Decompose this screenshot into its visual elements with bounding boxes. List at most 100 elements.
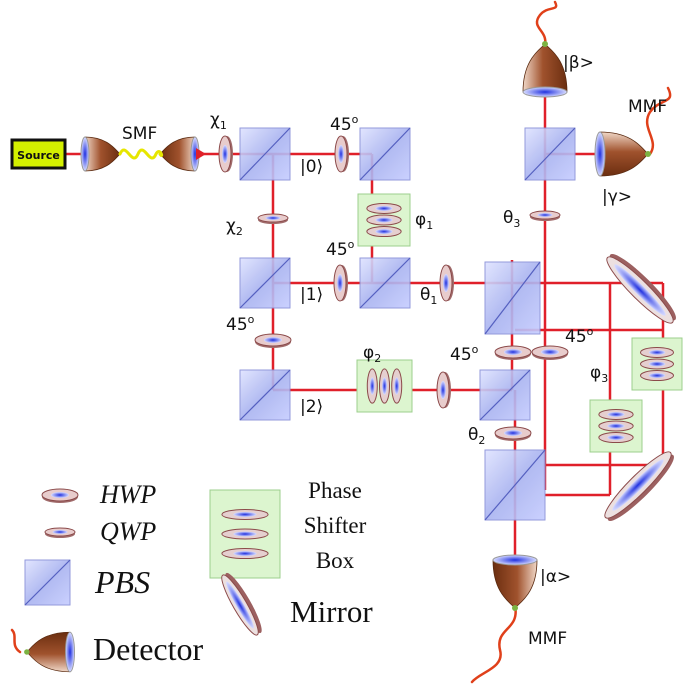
wave-plate-core [338, 145, 344, 163]
pbs-diagonal [484, 261, 541, 335]
component-label: |γ> [602, 187, 632, 207]
coupler-body [84, 136, 121, 172]
wave-plate-core [504, 430, 522, 436]
detector-tip [542, 41, 548, 47]
pbs-diagonal [239, 369, 291, 421]
wave-plate-core [222, 145, 228, 163]
detector-tip [645, 151, 651, 157]
pbs-diagonal [239, 257, 291, 309]
fiber-label: SMF [122, 124, 157, 144]
wave-plate-core [52, 530, 68, 534]
component-label: φ1 [415, 210, 433, 232]
phase-plate-core [233, 531, 257, 537]
detector [492, 554, 538, 611]
phase-plate-core [382, 377, 387, 395]
component-label: |α> [540, 567, 571, 587]
detector-window [594, 131, 606, 177]
component-label: |β> [563, 53, 594, 73]
label-superscript: o [587, 325, 594, 338]
component-label: 45o [330, 113, 359, 135]
detector-body [599, 131, 649, 177]
label-subscript: 3 [513, 217, 520, 230]
legend-phase-box: Shifter [304, 513, 367, 538]
phase-plate-core [607, 411, 625, 417]
fiber-label: MMF [528, 629, 567, 649]
pbs-diagonal [479, 369, 531, 421]
label-subscript: 3 [601, 372, 608, 385]
wave-plate-core [265, 216, 281, 220]
fiber-coupler [159, 136, 200, 172]
wave-plate-core [337, 274, 343, 292]
phase-plate-core [607, 423, 625, 429]
coupler-body [159, 136, 196, 172]
label-superscript: o [472, 343, 479, 356]
label-superscript: o [348, 238, 355, 251]
wave-plate-core [51, 492, 69, 498]
label-text: θ [503, 208, 513, 228]
label-text: |0⟩ [300, 157, 323, 177]
fiber [645, 86, 672, 156]
label-subscript: 1 [220, 119, 227, 132]
wave-plate-core [541, 349, 559, 355]
label-text: φ [590, 363, 601, 383]
mirror-surface [612, 459, 664, 511]
component-label: |2⟩ [300, 397, 323, 417]
phase-plate-core [233, 511, 257, 517]
pbs-diagonal [359, 127, 411, 181]
pbs-diagonal [359, 257, 411, 309]
label-text: θ [468, 425, 478, 445]
label-text: |β> [563, 53, 594, 73]
label-text: χ [226, 216, 236, 236]
label-text: 45 [330, 115, 352, 135]
label-superscript: o [248, 313, 255, 326]
component-label: χ1 [210, 110, 227, 132]
pbs-diagonal [24, 559, 71, 606]
pbs-diagonal [484, 449, 546, 521]
label-superscript: o [352, 113, 359, 126]
label-text: 45 [226, 315, 248, 335]
label-text: |2⟩ [300, 397, 323, 417]
detector-window [522, 86, 568, 98]
phase-plate-core [369, 377, 375, 395]
mirror-surface [226, 581, 254, 629]
wave-plate-core [504, 349, 522, 355]
detector-window [492, 554, 538, 566]
optical-components [80, 0, 683, 684]
fiber-coupler [80, 136, 121, 172]
detector-window [65, 631, 75, 673]
phase-plate-core [394, 377, 400, 395]
detector-body [522, 43, 568, 93]
detector-tip [512, 605, 518, 611]
phase-plate-core [648, 349, 666, 355]
detector-body [492, 559, 538, 609]
phase-plate-core [648, 361, 666, 367]
component-label: 45o [326, 238, 355, 260]
component-label: χ2 [226, 216, 243, 238]
wave-plate-core [537, 213, 553, 217]
legend-mirror: Mirror [290, 594, 373, 629]
phase-plate-core [648, 373, 666, 379]
label-text: θ [420, 285, 430, 305]
fiber [535, 0, 558, 47]
detector-tip [24, 649, 30, 655]
legend-detector: Detector [93, 631, 204, 667]
label-subscript: 1 [430, 294, 437, 307]
component-label: θ3 [503, 208, 520, 230]
label-text: |1⟩ [300, 285, 323, 305]
wave-plate-core [264, 337, 282, 343]
legend-qwp: QWP [100, 517, 156, 546]
component-label: θ2 [468, 425, 485, 447]
label-subscript: 2 [374, 352, 381, 365]
fiber [118, 148, 164, 160]
fiber-label: MMF [628, 97, 667, 117]
legend-phase-box: Phase [308, 478, 362, 503]
pbs-diagonal [524, 127, 576, 181]
label-text: φ [415, 210, 426, 230]
component-label: φ3 [590, 363, 608, 385]
label-text: |γ> [602, 187, 632, 207]
wave-plate-core [440, 381, 446, 399]
phase-plate-core [375, 217, 393, 223]
coupler-window [80, 136, 90, 172]
phase-plate-core [233, 551, 257, 557]
